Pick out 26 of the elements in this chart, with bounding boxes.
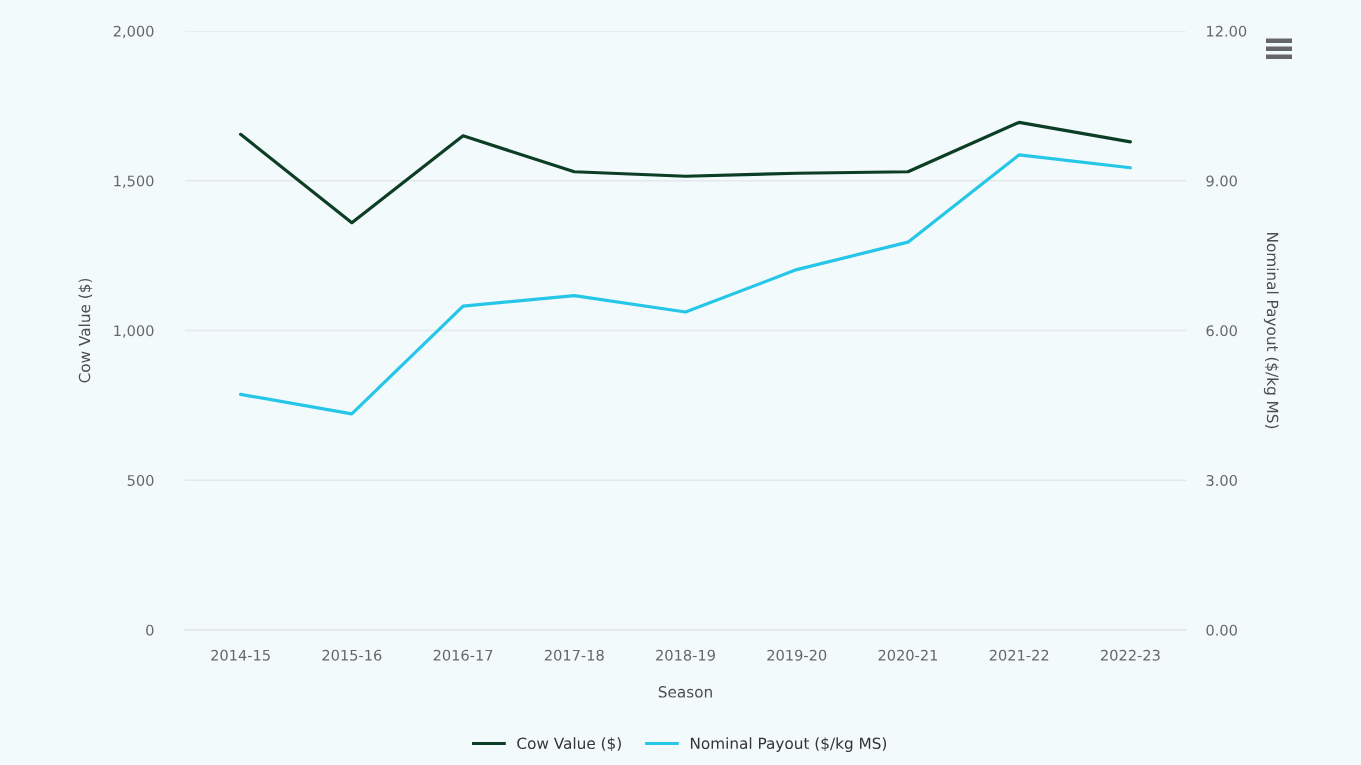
legend-label: Nominal Payout ($/kg MS) bbox=[690, 737, 887, 753]
x-tick-label: 2017-18 bbox=[544, 649, 604, 661]
x-tick-label: 2022-23 bbox=[1100, 649, 1160, 661]
y-tick-label: 1,000 bbox=[114, 325, 154, 338]
y2-axis-title: Nominal Payout ($/kg MS) bbox=[1263, 233, 1279, 429]
x-tick-label: 2015-16 bbox=[322, 649, 382, 661]
y-tick-label: 500 bbox=[127, 474, 154, 486]
legend-label: Cow Value ($) bbox=[517, 737, 621, 752]
y-axis-title: Cow Value ($) bbox=[78, 278, 93, 383]
y-tick-label: 0 bbox=[146, 624, 154, 636]
x-axis-title: Season bbox=[658, 686, 712, 698]
x-tick-label: 2020-21 bbox=[878, 649, 938, 661]
x-tick-label: 2021-22 bbox=[989, 649, 1049, 661]
x-tick-label: 2016-17 bbox=[433, 649, 493, 661]
x-tick-label: 2019-20 bbox=[767, 649, 827, 661]
y2-tick-label: 6.00 bbox=[1206, 325, 1237, 337]
line-series bbox=[239, 120, 1132, 225]
y2-tick-label: 9.00 bbox=[1206, 175, 1237, 187]
x-tick-label: 2014-15 bbox=[211, 649, 270, 661]
x-tick-label: 2018-19 bbox=[656, 649, 715, 661]
y-tick-label: 2,000 bbox=[113, 25, 154, 39]
y2-tick-label: 12.00 bbox=[1207, 25, 1247, 37]
y-tick-label: 1,500 bbox=[114, 175, 154, 188]
line-series bbox=[239, 153, 1132, 416]
y2-tick-label: 3.00 bbox=[1206, 474, 1237, 486]
y2-tick-label: 0.00 bbox=[1206, 624, 1237, 636]
